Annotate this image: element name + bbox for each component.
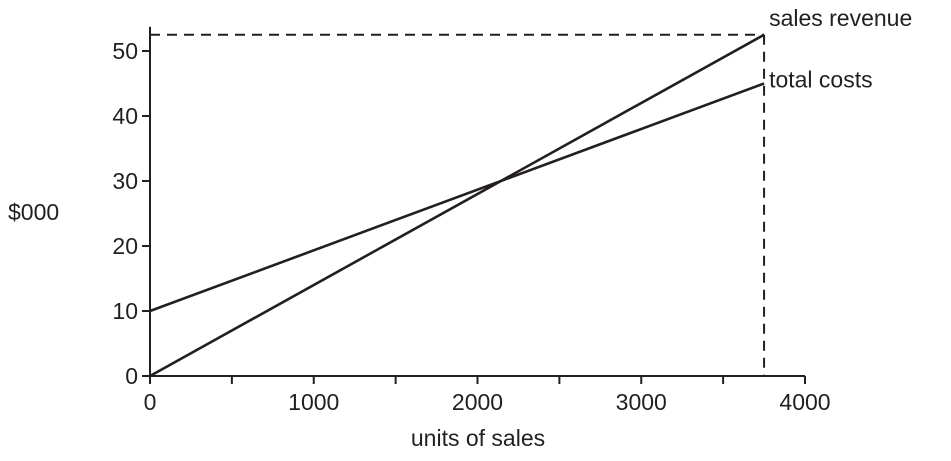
axes — [149, 26, 805, 377]
y-tick-label: 10 — [112, 298, 138, 324]
x-tick-label: 2000 — [452, 389, 503, 415]
sales-revenue-label: sales revenue — [769, 5, 912, 31]
y-tick-label: 40 — [112, 103, 138, 129]
y-tick-label: 50 — [112, 38, 138, 64]
x-tick-label: 1000 — [288, 389, 339, 415]
x-tick-label: 4000 — [779, 389, 830, 415]
y-tick-label: 0 — [125, 363, 138, 389]
y-tick-label: 30 — [112, 168, 138, 194]
x-tick-label: 3000 — [616, 389, 667, 415]
x-tick-label: 0 — [144, 389, 157, 415]
ticks: 0 1000 2000 3000 4000 0 10 20 30 40 50 — [112, 38, 830, 415]
y-axis-title: $000 — [8, 199, 59, 225]
total-costs-line — [149, 82, 765, 313]
y-tick-label: 20 — [112, 233, 138, 259]
series: sales revenue total costs — [149, 5, 912, 378]
x-axis-title: units of sales — [411, 425, 545, 451]
sales-revenue-line — [149, 33, 765, 378]
total-costs-label: total costs — [769, 67, 873, 93]
dashed-guides — [150, 33, 766, 376]
